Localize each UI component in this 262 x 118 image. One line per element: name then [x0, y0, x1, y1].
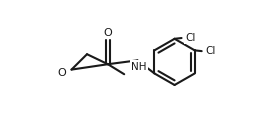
Text: Cl: Cl: [185, 33, 195, 43]
Text: Cl: Cl: [205, 46, 215, 56]
Text: O: O: [58, 68, 67, 78]
Text: NH: NH: [131, 61, 147, 72]
Text: O: O: [103, 28, 112, 38]
